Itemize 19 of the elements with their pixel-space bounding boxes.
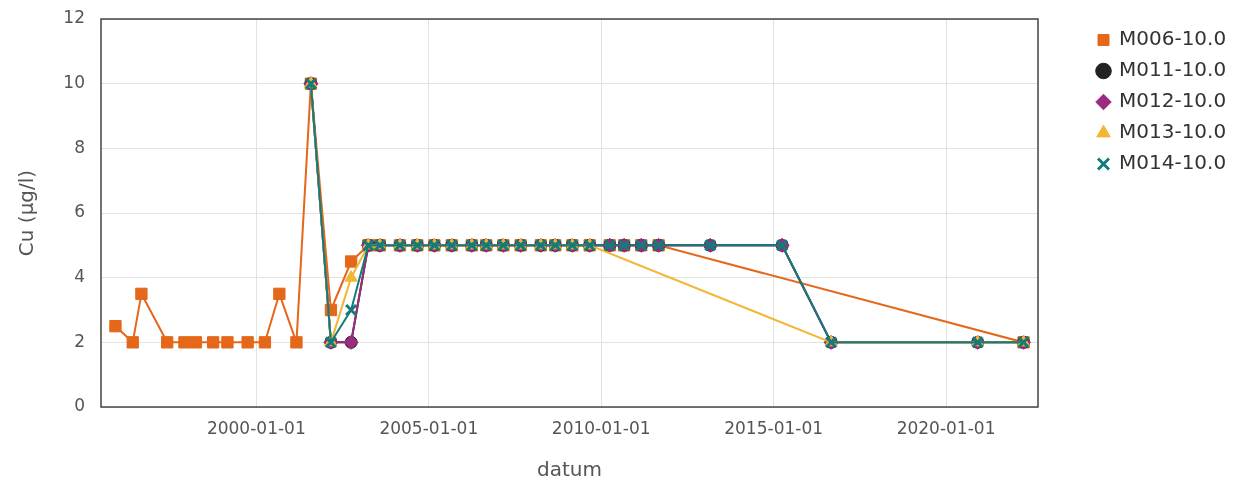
x-tick-label: 2005-01-01 (379, 417, 479, 438)
y-axis-title: Cu (µg/l) (14, 169, 39, 257)
legend-label: M006-10.0 (1119, 26, 1227, 51)
legend-label: M014-10.0 (1119, 150, 1227, 175)
x-tick-label: 2010-01-01 (551, 417, 651, 438)
x-axis-title: datum (537, 457, 602, 482)
y-tick-label: 6 (74, 201, 85, 222)
legend-label: M013-10.0 (1119, 119, 1227, 144)
y-tick-label: 4 (74, 266, 85, 287)
y-tick-label: 0 (74, 395, 85, 416)
x-tick-label: 2000-01-01 (206, 417, 306, 438)
y-tick-label: 8 (74, 136, 85, 157)
legend-label: M011-10.0 (1119, 57, 1227, 82)
y-tick-label: 2 (74, 330, 85, 351)
y-tick-label: 10 (63, 72, 85, 93)
legend-label: M012-10.0 (1119, 88, 1227, 113)
x-tick-label: 2015-01-01 (724, 417, 824, 438)
y-tick-label: 12 (63, 7, 85, 28)
x-tick-label: 2020-01-01 (896, 417, 996, 438)
